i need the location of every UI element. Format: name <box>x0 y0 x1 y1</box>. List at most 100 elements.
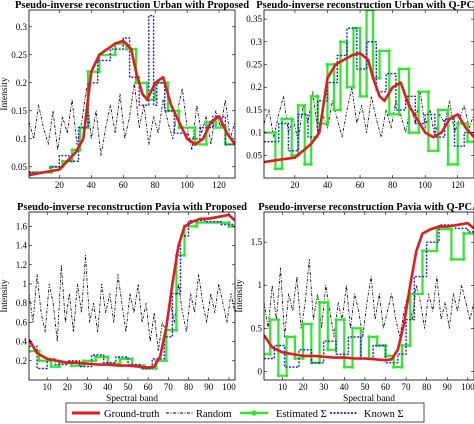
x-tick-label: 120 <box>451 180 465 190</box>
estimated-marker <box>436 108 440 112</box>
estimated-marker <box>456 121 460 126</box>
estimated-marker <box>164 359 168 363</box>
estimated-marker <box>338 108 343 112</box>
estimated-marker <box>462 257 466 261</box>
estimated-marker <box>359 326 363 330</box>
y-tick-label: 0.1 <box>251 128 262 138</box>
x-tick-label: 20 <box>299 382 309 392</box>
estimated-marker <box>134 81 138 85</box>
x-tick-label: 40 <box>323 180 333 190</box>
estimated-marker <box>86 126 90 130</box>
subplot-4: Pseudo-inverse reconstruction Pavia with… <box>235 202 474 404</box>
series-group <box>29 213 235 371</box>
series-line-random <box>29 254 235 352</box>
x-tick-label: 10 <box>43 382 53 392</box>
estimated-marker <box>94 359 98 363</box>
estimated-marker <box>378 76 382 80</box>
x-tick-label: 120 <box>212 180 226 190</box>
estimated-marker <box>303 103 307 107</box>
estimated-marker <box>94 355 98 359</box>
y-tick-label: 1 <box>23 279 28 289</box>
estimated-marker <box>49 365 53 369</box>
x-tick-label: 80 <box>151 180 161 190</box>
x-tick-label: 20 <box>290 180 300 190</box>
y-tick-label: 0.15 <box>11 106 27 116</box>
x-tick-label: 30 <box>83 382 93 392</box>
legend-label-random: Random <box>196 409 232 420</box>
estimated-marker <box>70 148 74 152</box>
estimated-marker <box>301 356 305 361</box>
axes-frame <box>28 211 236 381</box>
estimated-marker <box>290 117 294 121</box>
estimated-marker <box>435 249 439 253</box>
estimated-marker <box>397 67 401 71</box>
estimated-marker <box>57 365 61 369</box>
chart-title: Pseudo-inverse reconstruction Pavia with… <box>258 202 474 213</box>
estimated-marker <box>214 126 218 130</box>
estimated-marker <box>154 366 158 371</box>
series-line-estimated- <box>264 10 474 170</box>
estimated-marker <box>358 26 362 30</box>
estimated-marker <box>449 227 453 231</box>
y-tick-label: 0.05 <box>246 150 262 160</box>
estimated-marker <box>417 131 421 135</box>
estimated-marker <box>345 40 349 44</box>
estimated-marker <box>301 322 305 326</box>
x-tick-label: 60 <box>144 382 154 392</box>
estimated-marker <box>426 90 430 94</box>
estimated-marker <box>174 328 178 332</box>
y-tick-label: 0.2 <box>16 356 27 366</box>
estimated-marker <box>334 348 338 352</box>
estimated-marker <box>153 98 157 102</box>
estimated-marker <box>446 162 450 166</box>
estimated-marker <box>338 40 343 44</box>
x-tick-label: 80 <box>388 180 398 190</box>
x-tick-label: 10 <box>278 382 288 392</box>
axes-frame <box>263 211 474 381</box>
estimated-marker <box>177 126 181 130</box>
series-group <box>29 14 235 177</box>
x-tick-label: 20 <box>55 180 65 190</box>
estimated-marker <box>145 81 149 85</box>
estimated-marker <box>318 300 322 305</box>
estimated-marker <box>214 120 218 124</box>
estimated-marker <box>268 318 272 322</box>
estimated-marker <box>113 53 117 57</box>
series-line-known- <box>29 14 235 174</box>
x-tick-label: 90 <box>443 382 453 392</box>
estimated-marker <box>130 357 134 361</box>
estimated-marker <box>325 62 330 67</box>
subplot-3: Pseudo-inverse reconstruction Pavia with… <box>0 202 247 404</box>
y-tick-label: 0.2 <box>16 78 27 88</box>
x-axis-label: Spectral band <box>106 394 158 404</box>
estimated-marker <box>166 81 170 85</box>
estimated-marker <box>316 94 320 98</box>
x-tick-label: 50 <box>360 382 370 392</box>
estimated-marker <box>280 167 284 171</box>
x-tick-label: 30 <box>319 382 329 392</box>
y-tick-label: 1 <box>258 280 263 290</box>
y-tick-label: 0.5 <box>251 323 263 333</box>
series-group <box>264 221 474 378</box>
estimated-marker <box>118 357 122 361</box>
estimated-marker <box>293 356 297 361</box>
estimated-marker <box>383 343 388 348</box>
x-tick-label: 70 <box>402 382 412 392</box>
estimated-marker <box>227 224 231 228</box>
estimated-marker <box>334 318 338 322</box>
estimated-marker <box>276 374 280 378</box>
estimated-marker <box>204 120 208 124</box>
estimated-marker <box>420 292 425 296</box>
estimated-marker <box>465 121 470 126</box>
y-tick-label: 0.8 <box>16 298 28 308</box>
chart-title: Pseudo-inverse reconstruction Urban with… <box>15 0 249 11</box>
chart-title: Pseudo-inverse reconstruction Pavia with… <box>17 202 247 213</box>
series-line-ground-truth <box>264 221 474 362</box>
chart-title: Pseudo-inverse reconstruction Urban with… <box>256 0 474 11</box>
y-tick-label: 0.25 <box>11 50 27 60</box>
estimated-marker <box>426 149 430 153</box>
series-line-ground-truth <box>29 213 235 369</box>
estimated-marker <box>326 300 330 305</box>
estimated-marker <box>383 354 388 358</box>
